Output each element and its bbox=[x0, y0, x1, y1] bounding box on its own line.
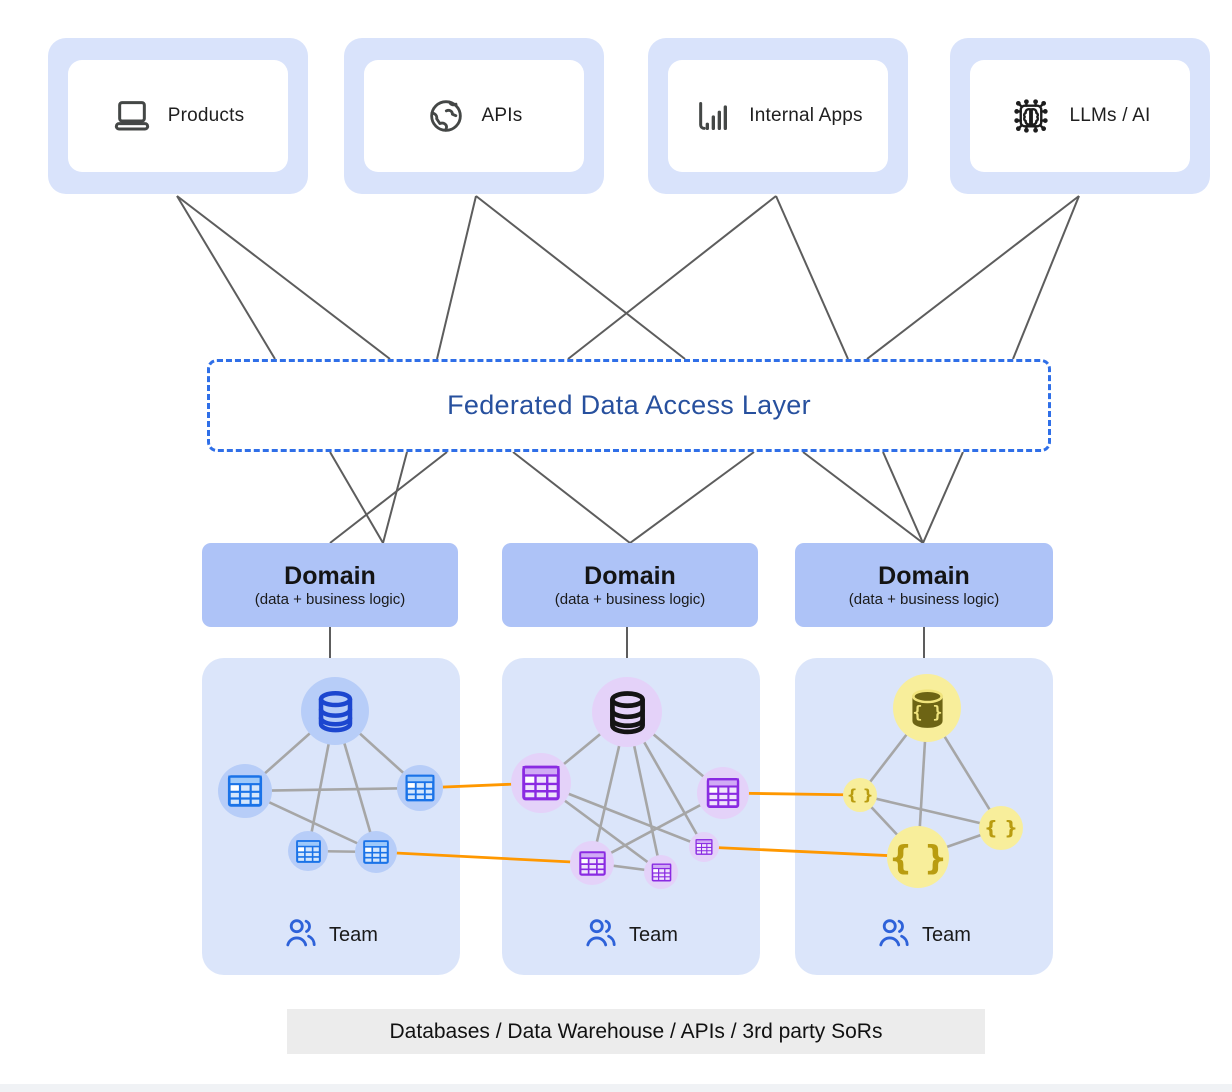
table-icon bbox=[704, 774, 742, 812]
source-label: LLMs / AI bbox=[1069, 105, 1151, 126]
node-d1-table-left bbox=[218, 764, 272, 818]
node-d1-database bbox=[301, 677, 369, 745]
source-card-products: Products bbox=[48, 38, 308, 194]
federated-to-domain-line bbox=[882, 451, 924, 544]
node-d2-table-bottom-right bbox=[689, 832, 719, 862]
node-d1-table-bottom-left bbox=[288, 831, 328, 871]
laptop-icon bbox=[112, 96, 152, 136]
node-d3-json-bottom: { } bbox=[887, 826, 949, 888]
federated-to-domain-line bbox=[329, 451, 384, 544]
federated-data-access-layer-box: Federated Data Access Layer bbox=[207, 359, 1051, 452]
domain-subtitle: (data + business logic) bbox=[848, 590, 1000, 608]
team-icon bbox=[584, 916, 618, 955]
node-d1-table-bottom-right bbox=[355, 831, 397, 873]
node-d2-table-left bbox=[511, 753, 571, 813]
source-card-inner: Internal Apps bbox=[668, 60, 888, 172]
domain-title: Domain bbox=[878, 562, 970, 591]
table-icon bbox=[403, 771, 437, 805]
bar-chart-icon bbox=[693, 96, 733, 136]
ai-chip-icon bbox=[1009, 94, 1053, 138]
footer-strip bbox=[0, 1084, 1232, 1092]
svg-text:{ }: { } bbox=[912, 702, 942, 721]
source-card-llms-ai: LLMs / AI bbox=[950, 38, 1210, 194]
node-d2-table-bottom-left bbox=[570, 841, 614, 885]
source-card-internal-apps: Internal Apps bbox=[648, 38, 908, 194]
node-d1-table-right bbox=[397, 765, 443, 811]
federated-to-domain-line bbox=[802, 451, 924, 544]
node-d2-database bbox=[592, 677, 662, 747]
source-to-federated-line bbox=[866, 195, 1080, 360]
table-icon bbox=[294, 837, 323, 866]
table-icon bbox=[225, 771, 265, 811]
systems-of-record-bar: Databases / Data Warehouse / APIs / 3rd … bbox=[287, 1009, 985, 1054]
team-row: Team bbox=[202, 916, 460, 955]
team-row: Team bbox=[795, 916, 1053, 955]
source-card-inner: Products bbox=[68, 60, 288, 172]
federated-to-domain-line bbox=[382, 451, 408, 544]
globe-icon bbox=[426, 96, 466, 136]
source-label: Products bbox=[167, 105, 245, 126]
federated-to-domain-line bbox=[329, 451, 448, 544]
team-row: Team bbox=[502, 916, 760, 955]
federated-to-domain-line bbox=[512, 451, 631, 544]
team-label: Team bbox=[629, 924, 678, 946]
domain-subtitle: (data + business logic) bbox=[554, 590, 706, 608]
federated-layer-label: Federated Data Access Layer bbox=[447, 390, 811, 420]
braces-icon: { } bbox=[888, 837, 948, 877]
domain-title: Domain bbox=[584, 562, 676, 591]
braces-icon: { } bbox=[984, 816, 1018, 839]
federated-to-domain-line bbox=[629, 451, 755, 544]
node-d2-table-right bbox=[697, 767, 749, 819]
source-to-federated-line bbox=[176, 195, 391, 360]
table-icon bbox=[650, 861, 673, 884]
node-d3-json-left: { } bbox=[843, 778, 877, 812]
domain-title: Domain bbox=[284, 562, 376, 591]
team-label: Team bbox=[922, 924, 971, 946]
source-card-apis: APIs bbox=[344, 38, 604, 194]
source-to-federated-line bbox=[176, 195, 276, 360]
federated-to-domain-line bbox=[922, 451, 964, 544]
domain-subtitle: (data + business logic) bbox=[254, 590, 406, 608]
domain-header-3: Domain (data + business logic) bbox=[795, 543, 1053, 627]
table-icon bbox=[577, 848, 608, 879]
source-to-federated-line bbox=[775, 195, 849, 360]
table-icon bbox=[694, 837, 714, 857]
team-icon bbox=[284, 916, 318, 955]
source-to-federated-line bbox=[1012, 195, 1080, 360]
source-label: APIs bbox=[481, 105, 523, 126]
domain-header-1: Domain (data + business logic) bbox=[202, 543, 458, 627]
node-d3-database: { } bbox=[893, 674, 961, 742]
table-icon bbox=[361, 837, 391, 867]
database-icon bbox=[312, 688, 359, 735]
source-label: Internal Apps bbox=[749, 105, 863, 126]
domain-header-2: Domain (data + business logic) bbox=[502, 543, 758, 627]
source-to-federated-line bbox=[475, 195, 686, 360]
table-icon bbox=[519, 761, 563, 805]
node-d2-table-bottom-center bbox=[644, 855, 678, 889]
systems-of-record-label: Databases / Data Warehouse / APIs / 3rd … bbox=[389, 1019, 883, 1043]
source-card-inner: LLMs / AI bbox=[970, 60, 1190, 172]
team-label: Team bbox=[329, 924, 378, 946]
source-to-federated-line bbox=[436, 195, 477, 360]
source-card-inner: APIs bbox=[364, 60, 584, 172]
database-icon bbox=[603, 688, 652, 737]
team-icon bbox=[877, 916, 911, 955]
source-to-federated-line bbox=[567, 195, 777, 360]
node-d3-json-right: { } bbox=[979, 806, 1023, 850]
braces-icon: { } bbox=[846, 785, 874, 804]
database-json-icon: { } bbox=[904, 685, 951, 732]
